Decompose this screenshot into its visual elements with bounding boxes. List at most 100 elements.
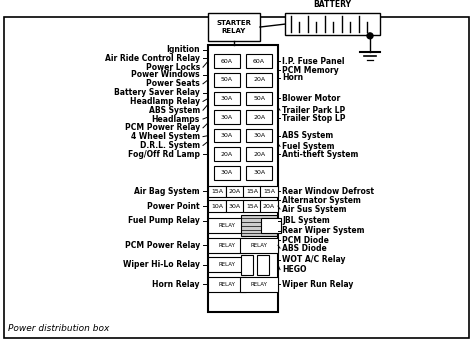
Text: PCM Power Relay: PCM Power Relay xyxy=(125,241,200,250)
Text: 20A: 20A xyxy=(253,152,265,157)
Text: Rear Wiper System: Rear Wiper System xyxy=(282,226,365,235)
Text: PCM Power Relay: PCM Power Relay xyxy=(125,123,200,132)
Text: Power Windows: Power Windows xyxy=(131,71,200,80)
Text: RELAY: RELAY xyxy=(219,223,235,228)
Bar xyxy=(214,92,240,105)
Bar xyxy=(243,200,261,212)
Bar xyxy=(208,238,246,253)
Text: Blower Motor: Blower Motor xyxy=(282,94,340,103)
Text: PCM Memory: PCM Memory xyxy=(282,66,339,75)
Bar xyxy=(246,73,272,87)
Bar xyxy=(214,147,240,161)
Text: 30A: 30A xyxy=(221,170,233,175)
Text: RELAY: RELAY xyxy=(251,243,267,248)
Text: Battery Saver Relay: Battery Saver Relay xyxy=(114,88,200,97)
Text: 50A: 50A xyxy=(221,78,233,82)
Text: Wiper Hi-Lo Relay: Wiper Hi-Lo Relay xyxy=(123,260,200,269)
Text: Air Ride Control Relay: Air Ride Control Relay xyxy=(105,54,200,63)
Text: 30A: 30A xyxy=(221,96,233,101)
Bar xyxy=(226,185,244,197)
Bar xyxy=(208,45,278,312)
Text: BATTERY: BATTERY xyxy=(313,0,352,9)
Text: 20A: 20A xyxy=(263,203,275,209)
Text: 60A: 60A xyxy=(253,59,265,64)
Text: 30A: 30A xyxy=(221,133,233,138)
Text: 30A: 30A xyxy=(253,133,265,138)
Text: D.R.L. System: D.R.L. System xyxy=(140,141,200,150)
Bar xyxy=(214,54,240,68)
Text: 20A: 20A xyxy=(228,189,241,194)
Bar xyxy=(246,129,272,143)
Text: 30A: 30A xyxy=(221,115,233,120)
Bar xyxy=(214,110,240,124)
Text: Horn: Horn xyxy=(282,73,303,82)
Text: 4 Wheel System: 4 Wheel System xyxy=(131,132,200,141)
Bar xyxy=(241,215,277,236)
Text: RELAY: RELAY xyxy=(222,28,246,34)
Text: STARTER: STARTER xyxy=(217,20,252,26)
Bar xyxy=(246,54,272,68)
Text: Trailer Stop LP: Trailer Stop LP xyxy=(282,113,346,122)
Bar xyxy=(246,92,272,105)
Text: JBL System: JBL System xyxy=(282,216,330,225)
Text: HEGO: HEGO xyxy=(282,265,307,274)
Text: Air Sus System: Air Sus System xyxy=(282,204,346,213)
Text: RELAY: RELAY xyxy=(219,262,235,267)
Text: Headlamps: Headlamps xyxy=(152,115,200,124)
Text: I.P. Fuse Panel: I.P. Fuse Panel xyxy=(282,57,345,66)
Text: 20A: 20A xyxy=(253,115,265,120)
Bar xyxy=(257,255,269,275)
Text: 15A: 15A xyxy=(263,189,275,194)
Text: 20A: 20A xyxy=(221,152,233,157)
Bar xyxy=(246,166,272,180)
Bar xyxy=(260,200,278,212)
Text: Trailer Park LP: Trailer Park LP xyxy=(282,106,345,115)
Bar xyxy=(208,218,246,233)
Text: 50A: 50A xyxy=(253,96,265,101)
Bar xyxy=(208,257,246,272)
Text: 20A: 20A xyxy=(253,78,265,82)
Text: Horn Relay: Horn Relay xyxy=(153,280,200,289)
Text: 10A: 10A xyxy=(211,203,223,209)
Text: 30A: 30A xyxy=(253,170,265,175)
Bar xyxy=(226,200,244,212)
Bar xyxy=(261,218,281,234)
Bar xyxy=(208,200,226,212)
Text: Wiper Run Relay: Wiper Run Relay xyxy=(282,280,354,289)
Bar xyxy=(285,13,380,35)
Text: 60A: 60A xyxy=(221,59,233,64)
Text: RELAY: RELAY xyxy=(219,243,235,248)
Text: Fuel System: Fuel System xyxy=(282,142,335,151)
Bar xyxy=(208,13,260,41)
Text: ABS System: ABS System xyxy=(282,131,333,140)
Bar xyxy=(208,277,246,292)
Text: ABS Diode: ABS Diode xyxy=(282,244,327,253)
Text: Fog/Off Rd Lamp: Fog/Off Rd Lamp xyxy=(128,150,200,159)
Text: Alternator System: Alternator System xyxy=(282,196,361,205)
Text: Anti-theft System: Anti-theft System xyxy=(282,150,358,159)
Text: 15A: 15A xyxy=(246,203,258,209)
Text: PCM Diode: PCM Diode xyxy=(282,236,329,245)
Bar xyxy=(241,255,253,275)
Bar xyxy=(240,238,278,253)
Text: ABS System: ABS System xyxy=(149,106,200,115)
Text: Ignition: Ignition xyxy=(166,45,200,54)
Bar xyxy=(214,73,240,87)
Text: Air Bag System: Air Bag System xyxy=(134,187,200,196)
Bar xyxy=(240,277,278,292)
Text: WOT A/C Relay: WOT A/C Relay xyxy=(282,255,346,264)
Text: 15A: 15A xyxy=(211,189,223,194)
Text: Headlamp Relay: Headlamp Relay xyxy=(130,97,200,106)
Bar xyxy=(208,185,226,197)
Bar xyxy=(214,129,240,143)
Text: 15A: 15A xyxy=(246,189,258,194)
Text: Power Seats: Power Seats xyxy=(146,79,200,88)
Bar xyxy=(214,166,240,180)
Bar xyxy=(260,185,278,197)
Circle shape xyxy=(367,33,373,39)
Text: RELAY: RELAY xyxy=(251,282,267,287)
Bar xyxy=(243,185,261,197)
Text: RELAY: RELAY xyxy=(219,282,235,287)
Text: 30A: 30A xyxy=(228,203,241,209)
Bar xyxy=(246,110,272,124)
